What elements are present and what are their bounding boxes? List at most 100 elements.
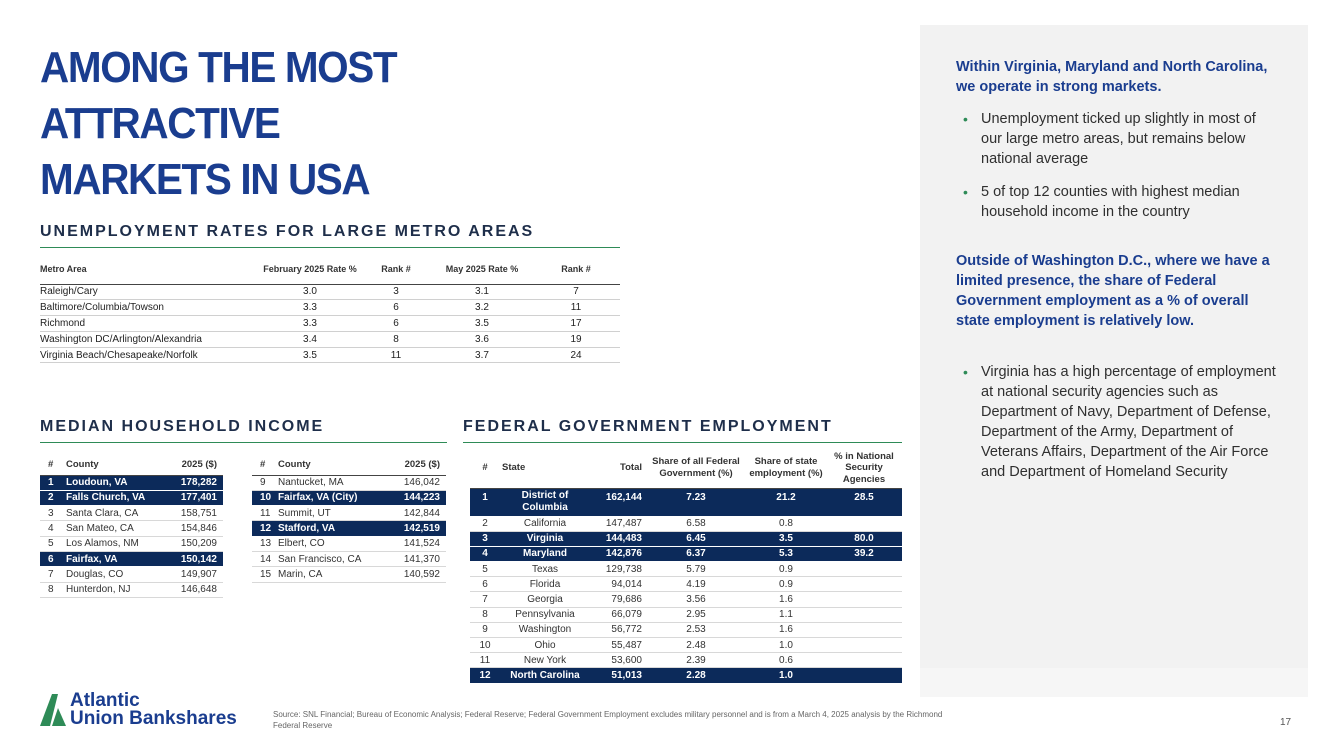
- table-cell: Fairfax, VA (City): [278, 490, 384, 507]
- table-cell: 142,876: [590, 546, 646, 563]
- table-cell: 1.6: [746, 622, 826, 639]
- column-header: Metro Area: [40, 256, 260, 285]
- table-cell: 4.19: [646, 576, 746, 593]
- table-cell: 24: [532, 347, 620, 364]
- table-cell: Washington DC/Arlington/Alexandria: [40, 331, 260, 348]
- table-cell: 6.37: [646, 546, 746, 563]
- table-cell: 146,042: [384, 475, 446, 491]
- table-cell: 3.3: [260, 315, 360, 332]
- table-cell: 13: [252, 536, 278, 552]
- table-cell: 142,844: [384, 505, 446, 522]
- table-cell: 6: [40, 551, 66, 568]
- table-row: 10 Fairfax, VA (City) 144,223: [252, 490, 446, 507]
- logo-line-2: Union Bankshares: [70, 708, 237, 729]
- column-header: #: [470, 448, 500, 489]
- table-cell: [826, 667, 902, 684]
- table-row: 5 Texas 129,738 5.79 0.9: [470, 561, 902, 578]
- table-cell: 94,014: [590, 576, 646, 593]
- table-cell: 3: [360, 284, 432, 301]
- table-cell: 150,142: [160, 551, 223, 568]
- table-cell: 2.39: [646, 652, 746, 669]
- table-row: 3 Santa Clara, CA 158,751: [40, 505, 223, 522]
- bullet-icon: •: [963, 184, 968, 200]
- table-cell: 56,772: [590, 622, 646, 639]
- column-header: #: [252, 455, 278, 476]
- table-cell: Virginia: [500, 531, 590, 547]
- table-cell: 144,483: [590, 531, 646, 547]
- table-cell: 6.58: [646, 516, 746, 532]
- table-row: 5 Los Alamos, NM 150,209: [40, 536, 223, 552]
- column-header: May 2025 Rate %: [432, 256, 532, 285]
- panel-heading-federal: Outside of Washington D.C., where we hav…: [956, 253, 1270, 329]
- page-title: AMONG THE MOST ATTRACTIVE MARKETS IN USA: [40, 40, 610, 208]
- table-cell: 79,686: [590, 591, 646, 608]
- table-row: 9 Washington 56,772 2.53 1.6: [470, 622, 902, 639]
- table-cell: 8: [470, 607, 500, 623]
- table-row: 3 Virginia 144,483 6.45 3.5 80.0: [470, 531, 902, 547]
- table-cell: 3.4: [260, 331, 360, 348]
- table-cell: San Francisco, CA: [278, 551, 384, 568]
- table-cell: Fairfax, VA: [66, 551, 160, 568]
- bullet-text: Virginia has a high percentage of employ…: [981, 364, 1276, 480]
- table-cell: Los Alamos, NM: [66, 536, 160, 552]
- logo-text: Atlantic Union Bankshares: [70, 690, 237, 729]
- table-cell: 2: [40, 490, 66, 507]
- table-row: Richmond 3.3 6 3.5 17: [40, 315, 620, 332]
- table-cell: 178,282: [160, 475, 223, 491]
- source-note: Source: SNL Financial; Bureau of Economi…: [273, 710, 943, 730]
- unemployment-heading: UNEMPLOYMENT RATES FOR LARGE METRO AREAS: [40, 223, 620, 248]
- table-cell: 150,209: [160, 536, 223, 552]
- table-cell: 3.0: [260, 284, 360, 301]
- table-cell: 14: [252, 551, 278, 568]
- table-cell: Richmond: [40, 315, 260, 332]
- table-cell: 12: [252, 520, 278, 537]
- table-cell: 3.7: [432, 347, 532, 364]
- table-cell: 80.0: [826, 531, 902, 547]
- column-header: County: [278, 455, 384, 476]
- table-cell: 177,401: [160, 490, 223, 507]
- bullet-text: 5 of top 12 counties with highest median…: [981, 184, 1240, 220]
- panel-heading-markets: Within Virginia, Maryland and North Caro…: [956, 59, 1268, 95]
- table-cell: [826, 637, 902, 654]
- table-cell: 2.28: [646, 667, 746, 684]
- table-cell: 129,738: [590, 561, 646, 578]
- table-row: 10 Ohio 55,487 2.48 1.0: [470, 637, 902, 654]
- table-cell: [826, 516, 902, 532]
- table-cell: 0.9: [746, 576, 826, 593]
- table-row: 8 Hunterdon, NJ 146,648: [40, 582, 223, 598]
- table-cell: [826, 576, 902, 593]
- table-row: Raleigh/Cary 3.0 3 3.1 7: [40, 284, 620, 301]
- table-row: 11 Summit, UT 142,844: [252, 505, 446, 522]
- bullet-text: Unemployment ticked up slightly in most …: [981, 111, 1256, 167]
- table-cell: Falls Church, VA: [66, 490, 160, 507]
- table-cell: Baltimore/Columbia/Towson: [40, 299, 260, 317]
- table-cell: 21.2: [746, 488, 826, 517]
- logo-line-1: Atlantic: [70, 690, 140, 711]
- table-cell: 3: [40, 505, 66, 522]
- table-cell: California: [500, 516, 590, 532]
- table-cell: 2.95: [646, 607, 746, 623]
- table-cell: Marin, CA: [278, 566, 384, 583]
- table-cell: Douglas, CO: [66, 566, 160, 583]
- table-cell: 10: [252, 490, 278, 507]
- table-row: 6 Fairfax, VA 150,142: [40, 551, 223, 568]
- table-cell: Georgia: [500, 591, 590, 608]
- table-row: 6 Florida 94,014 4.19 0.9: [470, 576, 902, 593]
- table-cell: 147,487: [590, 516, 646, 532]
- bullet-icon: •: [963, 111, 968, 127]
- table-cell: 2: [470, 516, 500, 532]
- table-cell: 7.23: [646, 488, 746, 517]
- table-cell: 146,648: [160, 582, 223, 598]
- table-cell: 3.6: [432, 331, 532, 348]
- column-header: Total: [590, 448, 646, 489]
- table-cell: 142,519: [384, 520, 446, 537]
- table-row: 15 Marin, CA 140,592: [252, 566, 446, 583]
- table-row: Virginia Beach/Chesapeake/Norfolk 3.5 11 3.…: [40, 347, 620, 364]
- table-cell: Stafford, VA: [278, 520, 384, 537]
- table-header-row: # State Total Share of all Federal Gover…: [470, 448, 902, 489]
- table-cell: North Carolina: [500, 667, 590, 684]
- table-cell: 162,144: [590, 488, 646, 517]
- table-row: 8 Pennsylvania 66,079 2.95 1.1: [470, 607, 902, 623]
- bullet-icon: •: [963, 364, 968, 380]
- table-cell: 10: [470, 637, 500, 654]
